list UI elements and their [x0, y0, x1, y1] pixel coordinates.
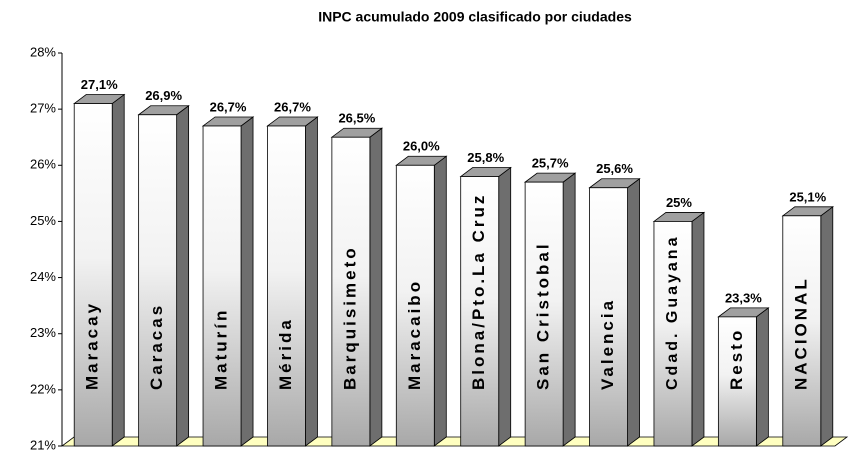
category-label: Mérida [276, 317, 295, 390]
category-label: Valencia [598, 298, 617, 390]
value-label: 25,1% [789, 189, 826, 204]
bar-front [267, 125, 306, 447]
bar-front [717, 316, 757, 447]
bar-side [111, 93, 125, 447]
value-label: 27,1% [81, 77, 118, 92]
bar-front [395, 164, 435, 447]
bar [652, 211, 706, 447]
chart-title: INPC acumulado 2009 clasificado por ciud… [318, 9, 632, 25]
value-label: 26,9% [145, 88, 182, 103]
bar-side [820, 206, 834, 447]
category-label: Maracaibo [405, 279, 424, 390]
y-tick-label: 23% [30, 325, 56, 340]
bar-side [562, 172, 576, 447]
category-label: Resto [727, 328, 746, 390]
bar-front [653, 221, 693, 447]
bar-side [755, 307, 769, 447]
bar-side [627, 177, 640, 447]
bar-front [331, 136, 371, 447]
bar-side [176, 104, 190, 447]
bar [266, 116, 319, 447]
bar-front [524, 181, 564, 447]
bar [137, 104, 190, 447]
y-tick-label: 21% [30, 437, 56, 452]
bar [781, 206, 834, 447]
bar-side [369, 127, 383, 447]
category-label: Cdad. Guayana [664, 235, 681, 390]
category-label: Caracas [147, 303, 166, 390]
bar-front [589, 187, 628, 447]
value-label: 25,6% [596, 161, 633, 176]
bar [459, 166, 512, 447]
category-label: Blona/Pto.La Cruz [469, 193, 488, 390]
bar-side [433, 155, 447, 447]
bar-side [691, 211, 705, 447]
value-label: 26,7% [210, 99, 247, 114]
y-tick-label: 26% [30, 157, 56, 172]
bar-front [782, 215, 822, 447]
bar [588, 177, 641, 447]
category-label: San Cristobal [534, 241, 553, 390]
category-label: NACIONAL [791, 276, 810, 390]
category-label: Maturín [212, 308, 231, 390]
bar-front [73, 103, 113, 447]
value-label: 26,0% [403, 139, 440, 154]
y-tick-label: 27% [30, 101, 56, 116]
value-label: 25,8% [467, 150, 504, 165]
bar-front [202, 125, 242, 447]
bar-side [240, 116, 254, 447]
floor [60, 436, 849, 447]
value-label: 25,7% [532, 156, 569, 171]
value-label: 23,3% [725, 290, 762, 305]
bar [523, 172, 577, 447]
bar-front [138, 114, 178, 447]
y-tick-label: 22% [30, 381, 56, 396]
bar [73, 93, 126, 447]
y-tick-label: 25% [30, 213, 56, 228]
bar-front [460, 176, 500, 447]
category-label: Maracay [83, 301, 102, 390]
value-label: 26,5% [338, 111, 375, 126]
bar-side [498, 166, 512, 447]
value-label: 25% [666, 195, 692, 210]
bar [201, 116, 255, 447]
bar [395, 155, 448, 447]
value-label: 26,7% [274, 99, 311, 114]
y-tick-label: 28% [30, 44, 56, 59]
bar [717, 307, 770, 447]
category-label: Barquisimeto [340, 245, 359, 390]
bar-side [305, 116, 318, 447]
y-tick-label: 24% [30, 269, 56, 284]
bar [330, 127, 384, 447]
